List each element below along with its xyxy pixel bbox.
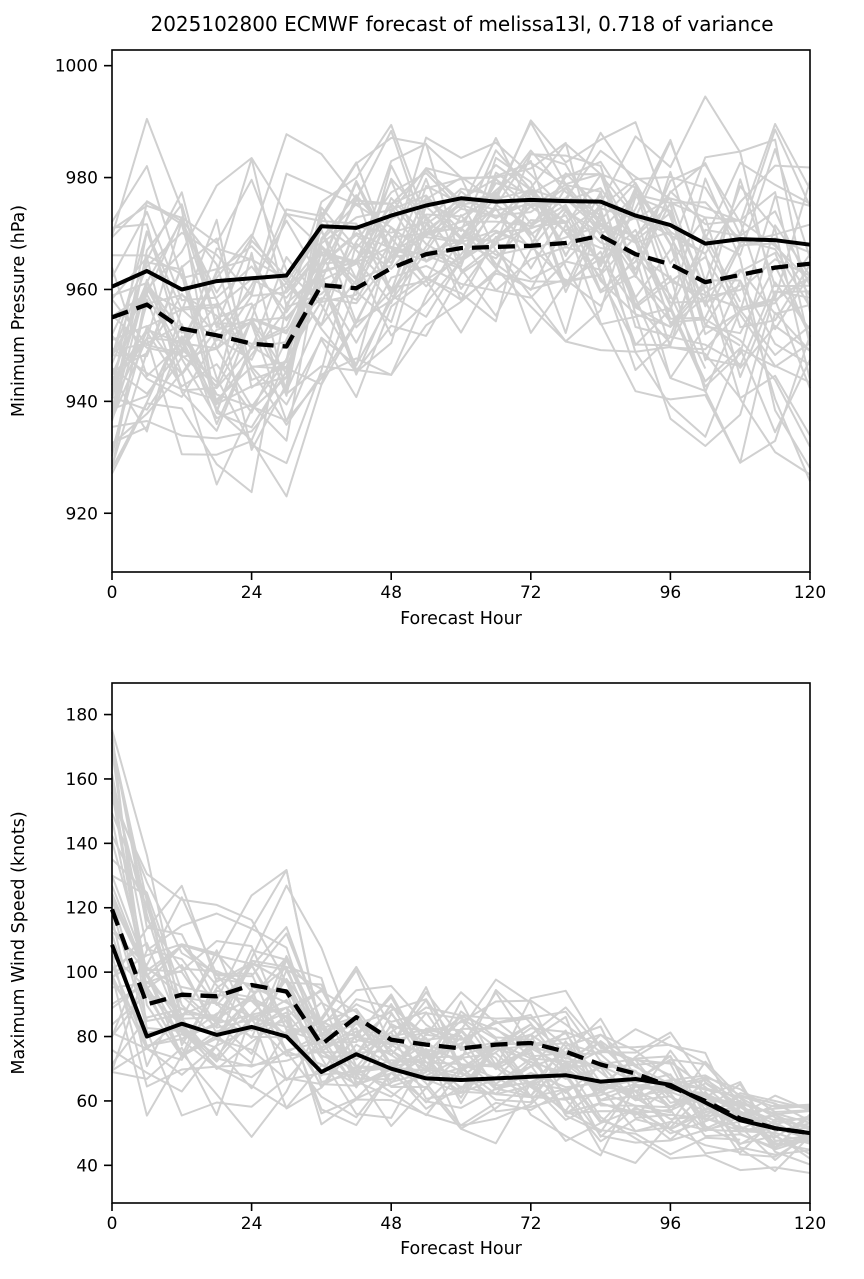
ensemble-member-line — [111, 940, 811, 1128]
y-tick-label: 1000 — [55, 57, 98, 77]
ensemble-member-line — [111, 729, 811, 1117]
solid-mean-line — [111, 196, 811, 292]
y-tick-label: 940 — [66, 392, 98, 412]
ensemble-member-line — [111, 792, 811, 1161]
ensemble-member-line — [111, 117, 741, 414]
y-tick-label: 160 — [66, 770, 98, 790]
y-tick-label: 140 — [66, 834, 98, 854]
ensemble-member-line — [111, 190, 811, 358]
x-tick-label: 72 — [520, 1214, 542, 1234]
y-tick-label: 60 — [76, 1092, 98, 1112]
ensemble-member-line — [111, 95, 811, 351]
y-tick-label: 980 — [66, 169, 98, 189]
ensemble-member-line — [111, 944, 706, 1091]
ensemble-member-line — [111, 186, 811, 438]
y-tick-label: 960 — [66, 280, 98, 300]
x-tick-label: 24 — [241, 583, 263, 603]
ensemble-member-line — [111, 121, 811, 420]
wind-x-axis-label: Forecast Hour — [400, 1239, 523, 1259]
ensemble-member-line — [111, 731, 811, 1157]
ensemble-member-line — [111, 966, 811, 1142]
ensemble-member-line — [111, 835, 811, 1133]
x-tick-label: 120 — [794, 583, 826, 603]
ensemble-member-line — [111, 142, 811, 395]
ensemble-member-line — [111, 172, 811, 356]
dashed-line — [111, 233, 811, 349]
x-tick-label: 96 — [660, 583, 682, 603]
x-tick-label: 48 — [380, 1214, 402, 1234]
figure-title: 2025102800 ECMWF forecast of melissa13l,… — [150, 12, 773, 36]
x-tick-label: 72 — [520, 583, 542, 603]
ensemble-lines-group — [111, 95, 811, 498]
wind-y-axis-label: Maximum Wind Speed (knots) — [9, 811, 29, 1074]
x-tick-label: 24 — [241, 1214, 263, 1234]
axis-ticks-group: 0 24 48 72 96 120 180 160 140 120 100 80 60 40 — [66, 706, 827, 1234]
y-tick-label: 920 — [66, 504, 98, 524]
ensemble-member-line — [111, 978, 811, 1174]
ensemble-member-line — [111, 181, 741, 465]
ensemble-member-line — [111, 742, 811, 1143]
x-tick-label: 120 — [794, 1214, 826, 1234]
ensemble-lines-group — [111, 729, 811, 1174]
pressure-y-axis-label: Minimum Pressure (hPa) — [9, 205, 29, 417]
pressure-x-axis-label: Forecast Hour — [400, 609, 523, 629]
wind-plot-border — [111, 682, 811, 1204]
ensemble-member-line — [111, 254, 707, 486]
y-tick-label: 180 — [66, 706, 98, 726]
x-tick-label: 0 — [107, 583, 118, 603]
ensemble-member-line — [111, 128, 811, 442]
ensemble-member-line — [111, 136, 811, 422]
x-tick-label: 96 — [660, 1214, 682, 1234]
ensemble-member-line — [111, 992, 811, 1173]
y-tick-label: 80 — [76, 1028, 98, 1048]
y-tick-label: 120 — [66, 899, 98, 919]
ensemble-member-line — [111, 199, 811, 467]
x-tick-label: 0 — [107, 1214, 118, 1234]
ensemble-member-line — [111, 214, 811, 447]
pressure-chart: 0 24 48 72 96 120 1000 980 960 940 920 Minimum Pre… — [9, 49, 826, 629]
ensemble-member-line — [111, 964, 671, 1142]
ensemble-member-line — [111, 123, 707, 404]
ensemble-member-line — [111, 175, 811, 314]
ensemble-member-line — [111, 954, 811, 1144]
axis-ticks-group: 0 24 48 72 96 120 1000 980 960 940 920 — [55, 57, 826, 603]
solid-mean-line — [110, 944, 811, 1136]
pressure-plot-border — [111, 49, 811, 573]
y-tick-label: 100 — [66, 963, 98, 983]
wind-chart: 0 24 48 72 96 120 180 160 140 120 100 80 60 40 Maximu… — [9, 682, 827, 1259]
x-tick-label: 48 — [380, 583, 402, 603]
y-tick-label: 40 — [76, 1156, 98, 1176]
ensemble-member-line — [111, 900, 741, 1156]
